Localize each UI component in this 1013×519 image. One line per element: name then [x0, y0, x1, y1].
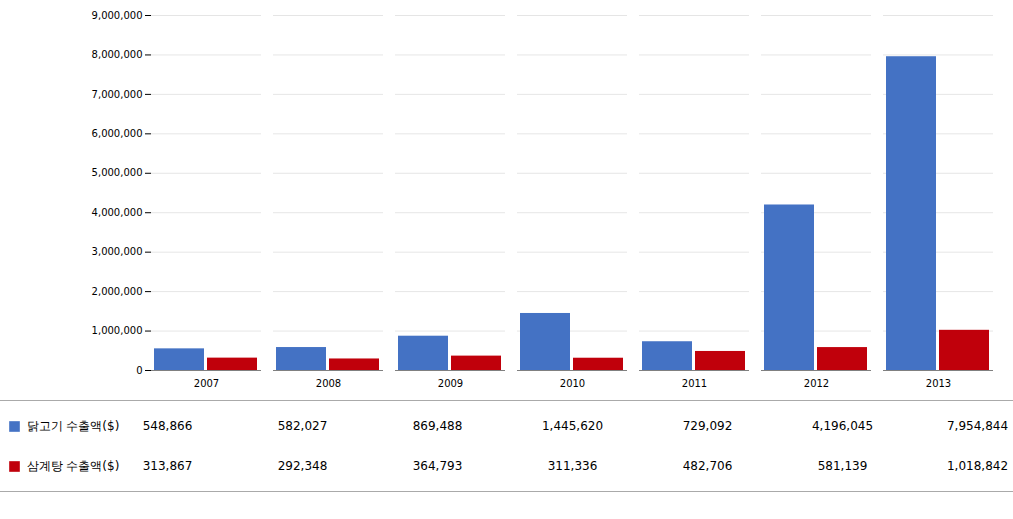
svg-text:3,000,000: 3,000,000: [92, 246, 143, 257]
svg-text:5,000,000: 5,000,000: [92, 167, 143, 178]
svg-text:2009: 2009: [438, 378, 463, 389]
svg-text:582,027: 582,027: [278, 419, 328, 433]
svg-text:2007: 2007: [194, 378, 219, 389]
svg-text:7,000,000: 7,000,000: [92, 89, 143, 100]
svg-text:8,000,000: 8,000,000: [92, 49, 143, 60]
svg-text:2008: 2008: [316, 378, 341, 389]
svg-text:삼계탕 수출액($): 삼계탕 수출액($): [27, 459, 120, 473]
svg-text:548,866: 548,866: [143, 419, 193, 433]
svg-text:2013: 2013: [926, 378, 951, 389]
svg-text:0: 0: [136, 365, 142, 376]
svg-text:869,488: 869,488: [413, 419, 463, 433]
svg-text:4,000,000: 4,000,000: [92, 207, 143, 218]
svg-text:4,196,045: 4,196,045: [812, 419, 873, 433]
svg-text:1,000,000: 1,000,000: [92, 325, 143, 336]
svg-text:7,954,844: 7,954,844: [947, 419, 1008, 433]
svg-text:729,092: 729,092: [683, 419, 733, 433]
svg-text:닭고기 수출액($): 닭고기 수출액($): [27, 419, 120, 433]
svg-text:6,000,000: 6,000,000: [92, 128, 143, 139]
svg-text:2010: 2010: [560, 378, 585, 389]
svg-text:1,018,842: 1,018,842: [947, 459, 1008, 473]
svg-text:2011: 2011: [682, 378, 707, 389]
svg-text:2012: 2012: [804, 378, 829, 389]
svg-text:482,706: 482,706: [683, 459, 733, 473]
svg-text:581,139: 581,139: [818, 459, 868, 473]
svg-text:2,000,000: 2,000,000: [92, 286, 143, 297]
svg-text:364,793: 364,793: [413, 459, 463, 473]
svg-text:1,445,620: 1,445,620: [542, 419, 603, 433]
svg-text:9,000,000: 9,000,000: [92, 10, 143, 21]
svg-text:313,867: 313,867: [143, 459, 193, 473]
svg-text:311,336: 311,336: [548, 459, 598, 473]
svg-text:292,348: 292,348: [278, 459, 328, 473]
